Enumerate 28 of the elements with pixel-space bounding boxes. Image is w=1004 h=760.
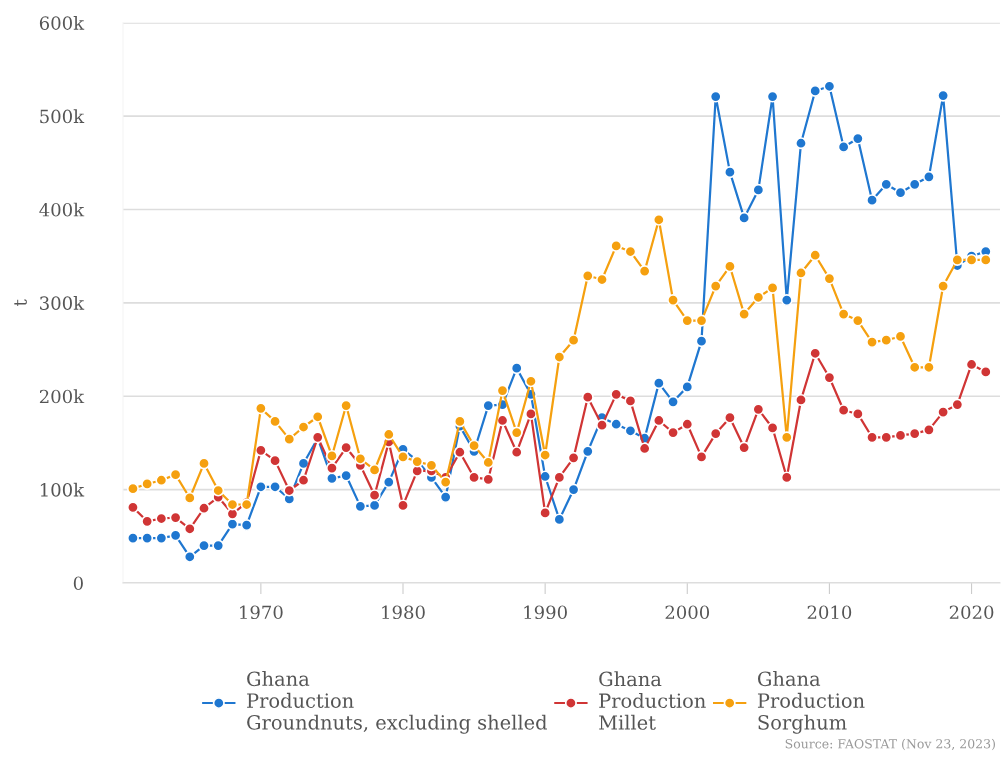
y-tick-label: 0 (73, 576, 83, 591)
x-tick-label: 2020 (949, 605, 994, 620)
point (240, 518, 253, 532)
y-axis-title: t (14, 299, 27, 306)
point (610, 418, 623, 431)
source-note: Source: FAOSTAT (Nov 23, 2023) (785, 738, 995, 751)
y-tick-label: 600k (39, 15, 85, 30)
x-tick-label: 2000 (665, 605, 710, 620)
x-tick-label: 1970 (240, 605, 283, 620)
x-tick-label: 2010 (807, 605, 852, 620)
point (439, 490, 452, 504)
point (837, 140, 850, 154)
point (567, 483, 580, 496)
x-tick-label: 1990 (524, 605, 567, 620)
x-tick-label: 1980 (382, 605, 425, 620)
point (197, 539, 211, 552)
legend-label: Ghana Production Groundnuts, excluding shelled (247, 671, 547, 734)
legend-label: Ghana Production Sorghum (757, 671, 865, 734)
y-tick-label: 100k (40, 482, 85, 497)
y-tick-label: 500k (40, 109, 85, 124)
point (922, 170, 935, 183)
y-tick-label: 200k (39, 389, 85, 404)
y-tick-label: 400k (39, 202, 85, 217)
point (809, 84, 822, 97)
point (794, 137, 808, 150)
y-tick-label: 300k (40, 296, 85, 310)
point (780, 294, 793, 307)
legend-label: Ghana Production Millet (599, 671, 706, 730)
